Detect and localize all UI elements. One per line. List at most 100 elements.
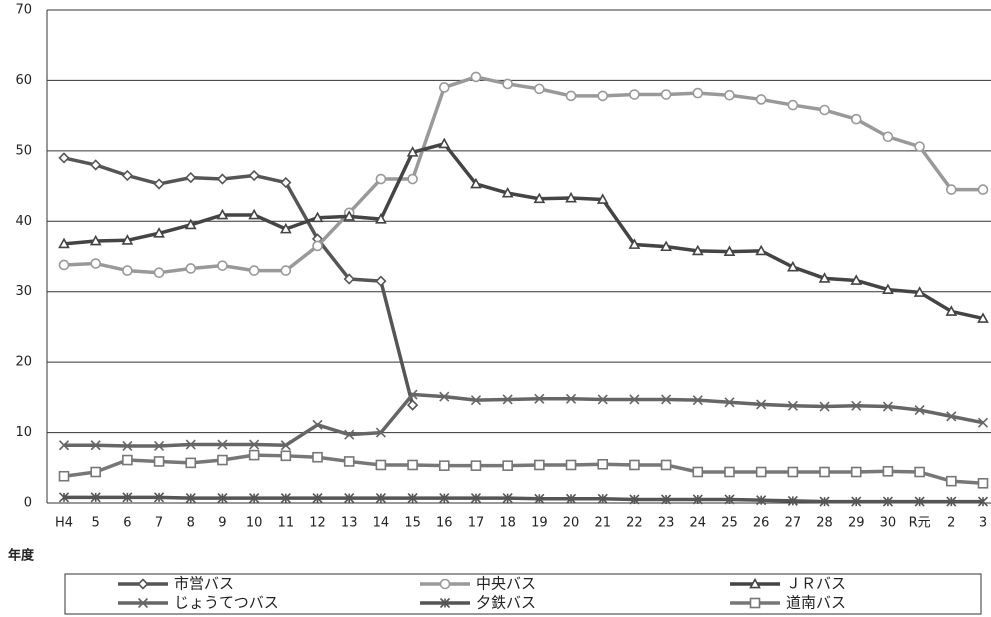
marker bbox=[502, 394, 513, 405]
marker bbox=[628, 238, 641, 249]
marker bbox=[280, 176, 292, 189]
legend-label: じょうてつバス bbox=[174, 594, 279, 612]
x-tick-label: 8 bbox=[187, 516, 195, 531]
marker bbox=[439, 493, 450, 504]
marker bbox=[692, 494, 703, 505]
marker bbox=[660, 89, 672, 100]
marker bbox=[755, 244, 768, 256]
marker bbox=[185, 263, 197, 274]
marker bbox=[914, 466, 925, 478]
marker bbox=[122, 265, 133, 276]
marker bbox=[217, 260, 228, 271]
marker bbox=[153, 178, 165, 190]
marker bbox=[90, 492, 101, 503]
marker bbox=[217, 439, 228, 450]
marker bbox=[312, 419, 323, 430]
marker bbox=[756, 399, 767, 410]
marker bbox=[312, 493, 323, 504]
marker bbox=[597, 493, 608, 504]
marker bbox=[137, 578, 149, 590]
marker bbox=[691, 244, 704, 256]
marker bbox=[756, 495, 767, 506]
series-line bbox=[63, 142, 984, 321]
marker bbox=[407, 389, 418, 400]
marker bbox=[280, 440, 291, 451]
marker bbox=[946, 184, 957, 195]
marker bbox=[375, 493, 386, 504]
x-tick-label: 28 bbox=[816, 516, 833, 531]
marker bbox=[470, 493, 482, 504]
x-tick-label: 5 bbox=[92, 516, 100, 531]
marker bbox=[375, 275, 387, 287]
marker bbox=[723, 245, 736, 256]
marker bbox=[89, 234, 102, 246]
y-tick-label: 60 bbox=[15, 73, 32, 88]
marker bbox=[660, 459, 672, 471]
marker bbox=[850, 466, 862, 478]
marker bbox=[724, 494, 735, 505]
marker bbox=[977, 184, 989, 195]
marker bbox=[280, 450, 292, 462]
marker bbox=[122, 454, 133, 466]
series-line bbox=[64, 392, 984, 448]
marker bbox=[248, 265, 260, 276]
x-tick-label: 14 bbox=[373, 516, 390, 531]
marker bbox=[818, 272, 831, 283]
x-tick-label: 23 bbox=[658, 516, 675, 531]
marker bbox=[121, 169, 134, 182]
marker bbox=[597, 394, 608, 405]
marker bbox=[787, 260, 799, 272]
x-tick-label: 7 bbox=[155, 516, 163, 531]
marker bbox=[596, 193, 609, 204]
marker bbox=[597, 458, 609, 470]
x-tick-label: 20 bbox=[563, 516, 580, 531]
marker bbox=[629, 89, 640, 100]
marker bbox=[185, 439, 196, 450]
marker bbox=[406, 399, 419, 411]
y-tick-label: 30 bbox=[15, 284, 32, 299]
marker bbox=[724, 466, 735, 478]
legend-label: 夕鉄バス bbox=[476, 594, 536, 612]
x-tick-label: 18 bbox=[499, 516, 516, 531]
marker bbox=[629, 459, 640, 471]
legend-label: 道南バス bbox=[786, 594, 846, 612]
marker bbox=[184, 218, 197, 230]
marker bbox=[534, 83, 545, 95]
marker bbox=[312, 240, 323, 252]
marker bbox=[882, 401, 893, 412]
x-tick-label: 12 bbox=[309, 516, 326, 531]
marker bbox=[534, 459, 545, 471]
marker bbox=[977, 417, 989, 428]
marker bbox=[343, 456, 355, 467]
marker bbox=[470, 395, 482, 406]
x-tick-label: 21 bbox=[594, 516, 611, 531]
marker bbox=[724, 89, 735, 101]
marker bbox=[755, 94, 767, 105]
marker bbox=[185, 171, 197, 184]
marker bbox=[311, 211, 324, 223]
series-line bbox=[63, 75, 983, 275]
x-tick-label: 19 bbox=[531, 516, 548, 531]
marker bbox=[851, 400, 862, 411]
marker bbox=[882, 466, 894, 477]
marker bbox=[787, 99, 799, 111]
marker bbox=[249, 439, 260, 450]
marker bbox=[58, 237, 70, 249]
marker bbox=[217, 454, 228, 466]
marker bbox=[851, 496, 862, 507]
marker bbox=[819, 466, 830, 478]
marker bbox=[185, 457, 197, 469]
marker bbox=[90, 159, 102, 171]
marker bbox=[90, 466, 101, 478]
marker bbox=[882, 496, 893, 507]
x-tick-label: 30 bbox=[880, 516, 897, 531]
legend-box bbox=[64, 573, 982, 615]
marker bbox=[565, 493, 577, 504]
marker bbox=[565, 90, 577, 102]
x-tick-label: 2 bbox=[947, 516, 955, 531]
marker bbox=[438, 137, 451, 149]
marker bbox=[534, 393, 545, 404]
y-tick-label: 20 bbox=[15, 355, 32, 370]
marker bbox=[154, 440, 165, 452]
marker bbox=[248, 208, 260, 220]
